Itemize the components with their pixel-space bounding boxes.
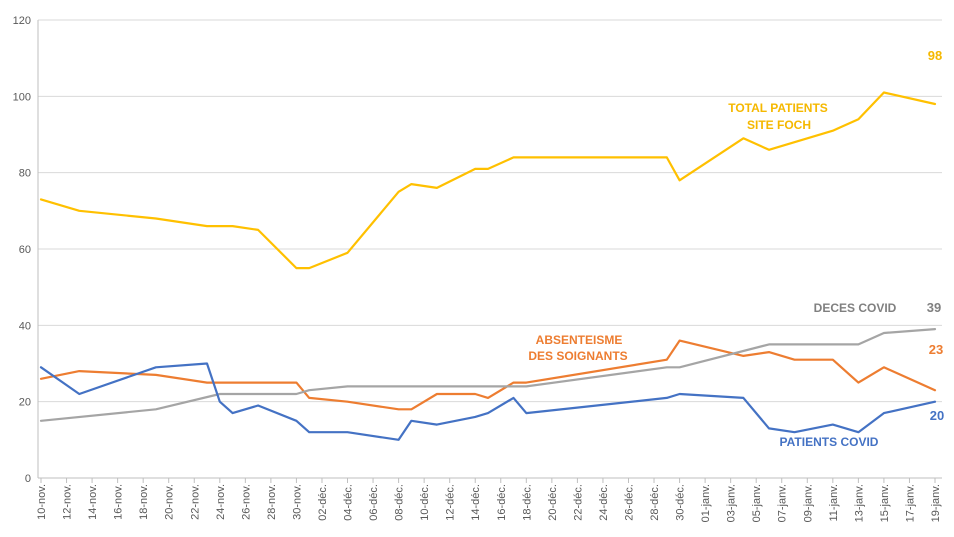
x-tick-label: 11-janv. [828, 484, 840, 522]
x-tick-label: 18-déc. [521, 484, 533, 521]
y-tick-label: 80 [19, 168, 31, 180]
x-tick-label: 16-nov. [113, 484, 125, 520]
label-patients-covid: PATIENTS COVID [780, 435, 879, 449]
end-value-label-patients-covid: 20 [930, 408, 944, 423]
x-tick-label: 06-déc. [368, 484, 380, 521]
x-tick-label: 14-nov. [87, 484, 99, 520]
x-tick-label: 10-déc. [419, 484, 431, 521]
x-tick-label: 09-janv. [802, 484, 814, 522]
label-deces-covid: DECES COVID [814, 301, 897, 315]
end-value-label-deces-covid: 39 [927, 300, 941, 315]
x-tick-label: 01-janv. [700, 484, 712, 522]
x-tick-label: 22-nov. [189, 484, 201, 520]
y-tick-label: 120 [13, 15, 31, 27]
x-tick-label: 20-nov. [164, 484, 176, 520]
x-tick-label: 04-déc. [343, 484, 355, 521]
y-tick-label: 40 [19, 320, 31, 332]
series-lines [39, 91, 937, 441]
x-tick-label: 14-déc. [470, 484, 482, 521]
series-labels: TOTAL PATIENTS SITE FOCH 98 ABSENTEISME … [528, 48, 944, 449]
x-tick-label: 13-janv. [853, 484, 865, 522]
x-tick-label: 28-déc. [649, 484, 661, 521]
series-line-absenteisme-des-soignants [39, 339, 937, 411]
x-axis-tick-labels: 10-nov. 12-nov. 14-nov. 16-nov. 18-nov. 20-no… [36, 484, 942, 522]
x-tick-label: 15-janv. [879, 484, 891, 522]
x-tick-label: 26-nov. [240, 484, 252, 520]
x-tick-label: 30-déc. [675, 484, 687, 521]
label-absenteisme-line-2: DES SOIGNANTS [528, 349, 627, 363]
x-tick-label: 18-nov. [138, 484, 150, 520]
y-axis-tick-labels: 0 20 40 60 80 100 120 [13, 15, 31, 485]
x-tick-label: 07-janv. [777, 484, 789, 522]
y-tick-label: 20 [19, 397, 31, 409]
label-total-patients-line-2: SITE FOCH [747, 118, 811, 132]
series-line-deces-covid [39, 328, 937, 422]
label-absenteisme-line-1: ABSENTEISME [536, 333, 623, 347]
x-tick-label: 08-déc. [394, 484, 406, 521]
x-tick-label: 26-déc. [623, 484, 635, 521]
x-tick-label: 16-déc. [496, 484, 508, 521]
x-tick-label: 12-déc. [445, 484, 457, 521]
x-tick-label: 03-janv. [726, 484, 738, 522]
label-total-patients-line-1: TOTAL PATIENTS [728, 101, 828, 115]
series-line-total-patients-site-foch [39, 91, 937, 270]
x-tick-label: 22-déc. [572, 484, 584, 521]
y-tick-label: 100 [13, 91, 31, 103]
x-tick-label: 20-déc. [547, 484, 559, 521]
gridlines [38, 19, 942, 403]
y-tick-label: 60 [19, 244, 31, 256]
end-value-label-total-patients: 98 [928, 48, 942, 63]
x-tick-label: 17-janv. [904, 484, 916, 522]
y-tick-label: 0 [25, 473, 31, 485]
x-tick-label: 24-nov. [215, 484, 227, 520]
axes [37, 20, 942, 483]
x-tick-label: 19-janv. [930, 484, 942, 522]
x-tick-label: 30-nov. [291, 484, 303, 520]
x-tick-label: 24-déc. [598, 484, 610, 521]
end-value-label-absenteisme: 23 [929, 342, 943, 357]
x-tick-label: 28-nov. [266, 484, 278, 520]
x-tick-label: 12-nov. [62, 484, 74, 520]
x-tick-label: 05-janv. [751, 484, 763, 522]
series-line-patients-covid [39, 362, 937, 441]
x-tick-label: 10-nov. [36, 484, 48, 520]
x-tick-label: 02-déc. [317, 484, 329, 521]
